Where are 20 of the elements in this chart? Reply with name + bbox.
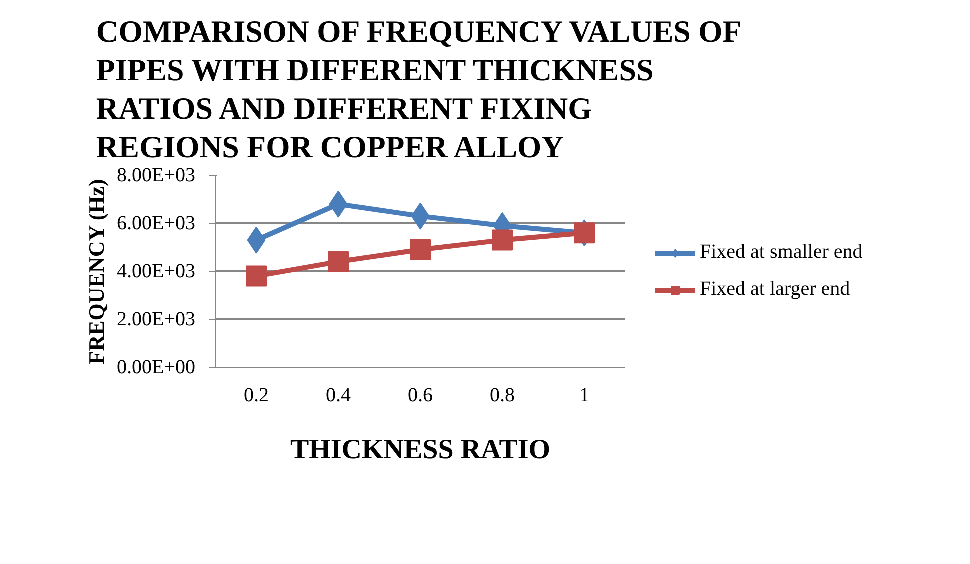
y-tick-label: 6.00E+03 <box>117 212 196 234</box>
point <box>328 251 349 272</box>
x-axis-title: THICKNESS RATIO <box>290 434 551 466</box>
x-tick-label: 0.8 <box>490 384 515 406</box>
legend-label: Fixed at larger end <box>700 278 850 301</box>
point <box>246 266 267 287</box>
chart-title: COMPARISON OF FREQUENCY VALUES OF PIPES WITH DIFFERENT THICKNESS RATIOS AND DIFFERENT FIXING REGIONS FOR COPPER ALLOY <box>96 14 742 164</box>
x-tick-label: 0.6 <box>408 384 433 406</box>
point <box>492 230 513 251</box>
point <box>410 239 431 260</box>
x-tick-label: 0.2 <box>244 384 269 406</box>
x-tick-label: 0.4 <box>326 384 351 406</box>
point <box>574 222 595 244</box>
legend-label: Fixed at smaller end <box>700 241 863 264</box>
y-tick-label: 0.00E+00 <box>117 356 196 378</box>
x-tick-label: 1 <box>580 384 590 406</box>
y-axis-title: FREQUENCY (Hz) <box>84 179 110 365</box>
y-tick-label: 4.00E+03 <box>117 260 196 282</box>
y-tick-label: 2.00E+03 <box>117 308 196 330</box>
y-tick-label: 8.00E+03 <box>117 164 196 186</box>
